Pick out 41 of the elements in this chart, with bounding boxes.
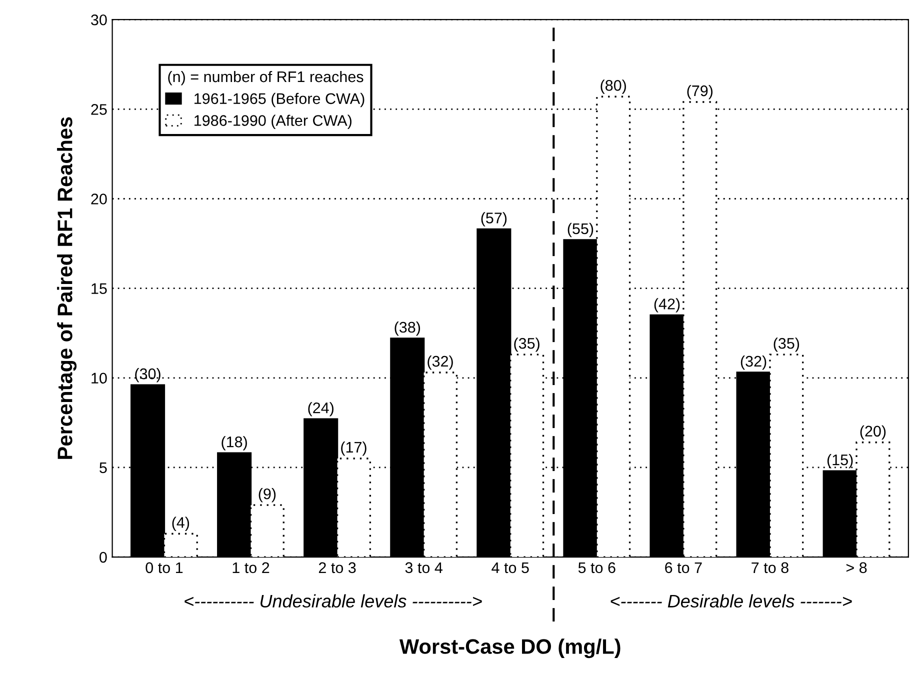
legend-title: (n) = number of RF1 reaches — [168, 70, 364, 86]
annotation: (15) — [827, 454, 853, 468]
x-tick-label: 5 to 6 — [578, 562, 616, 574]
y-tick-label: 5 — [100, 462, 107, 474]
legend-label: 1961-1965 (Before CWA) — [194, 92, 364, 108]
annotation: (32) — [428, 355, 453, 370]
x-axis-title: Worst-Case DO (mg/L) — [399, 638, 620, 658]
annotation: (17) — [341, 441, 366, 456]
y-tick-label: 15 — [92, 283, 107, 294]
annotation: (24) — [308, 402, 334, 416]
annotation: (35) — [774, 338, 800, 352]
y-tick-label: 20 — [91, 194, 107, 204]
annotation: (4) — [172, 516, 190, 531]
text: <------- Desirable levels -------> — [610, 594, 852, 608]
x-tick-label: 3 to 4 — [405, 562, 442, 574]
annotation: (35) — [514, 338, 540, 352]
y-tick-label: 25 — [91, 104, 107, 115]
annotation: (42) — [654, 298, 680, 312]
x-tick-label: 7 to 8 — [752, 562, 788, 574]
annotation: (57) — [481, 212, 507, 226]
annotation: (18) — [222, 436, 247, 450]
x-tick-label: 4 to 5 — [492, 562, 529, 574]
x-tick-label: 1 to 2 — [232, 562, 270, 574]
annotation: (9) — [258, 488, 276, 502]
annotation: (38) — [394, 321, 420, 336]
annotation: (32) — [740, 355, 766, 370]
x-tick-label: 2 to 3 — [318, 562, 356, 574]
x-tick-label: 0 to 1 — [146, 562, 183, 574]
x-tick-label: 6 to 7 — [665, 562, 702, 574]
y-tick-label: 10 — [92, 372, 107, 384]
text: <---------- Undesirable levels ----------> — [184, 594, 482, 608]
y-tick-label: 30 — [91, 14, 107, 26]
annotation: (79) — [687, 84, 713, 100]
y-tick-label: 0 — [100, 552, 107, 563]
annotation: (55) — [568, 222, 594, 238]
y-axis-title: Percentage of Paired RF1 Reaches — [57, 117, 77, 459]
legend-label: 1986-1990 (After CWA) — [194, 114, 352, 129]
annotation: (20) — [860, 425, 886, 440]
annotation: (80) — [600, 80, 626, 94]
x-tick-label: > 8 — [846, 562, 867, 574]
annotation: (30) — [135, 368, 160, 382]
